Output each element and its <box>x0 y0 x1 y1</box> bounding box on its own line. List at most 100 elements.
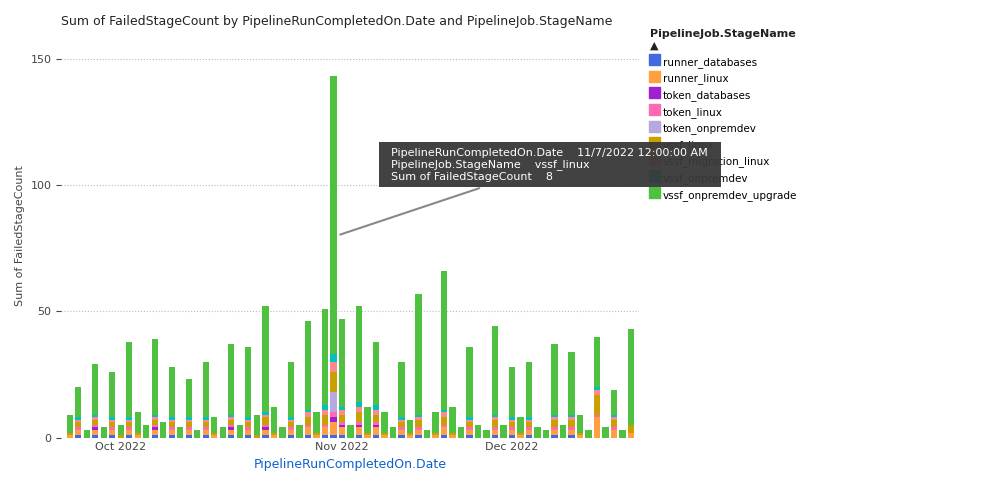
Bar <box>517 417 524 433</box>
Bar <box>449 435 455 437</box>
Bar <box>253 415 260 435</box>
Bar <box>67 433 73 435</box>
Bar <box>169 428 175 430</box>
Bar <box>466 417 472 420</box>
Bar <box>126 430 133 435</box>
Bar <box>169 435 175 437</box>
Text: PipelineRunCompletedOn.Date    11/7/2022 12:00:00 AM  
  PipelineJob.StageName  : PipelineRunCompletedOn.Date 11/7/2022 12… <box>340 148 716 235</box>
Bar <box>212 417 218 433</box>
Bar <box>611 430 617 437</box>
Bar <box>355 422 362 425</box>
Bar <box>355 435 362 437</box>
Bar <box>372 422 379 425</box>
Bar <box>92 430 99 435</box>
Bar <box>304 417 311 425</box>
Bar <box>398 422 404 428</box>
Bar <box>92 415 99 417</box>
Bar <box>406 420 413 433</box>
Bar <box>143 425 150 437</box>
Bar <box>372 405 379 410</box>
Bar <box>152 415 158 417</box>
Bar <box>568 352 575 415</box>
Bar <box>186 420 192 422</box>
Bar <box>330 435 336 437</box>
Bar <box>118 435 124 437</box>
Bar <box>441 271 447 410</box>
Bar <box>279 428 285 437</box>
Bar <box>415 415 421 417</box>
Bar <box>253 435 260 437</box>
Bar <box>372 428 379 435</box>
Bar <box>355 425 362 428</box>
Bar <box>432 412 438 433</box>
Bar <box>152 428 158 430</box>
Bar <box>330 354 336 362</box>
Bar <box>262 430 268 435</box>
Bar <box>611 417 617 420</box>
Bar <box>551 428 558 430</box>
Bar <box>262 425 268 428</box>
Bar <box>415 294 421 415</box>
Bar <box>177 428 184 437</box>
Bar <box>517 435 524 437</box>
Bar <box>338 415 345 422</box>
Bar <box>92 420 99 425</box>
Bar <box>229 420 235 425</box>
Bar <box>466 347 472 417</box>
Bar <box>355 412 362 422</box>
Bar <box>483 430 490 437</box>
Bar <box>415 430 421 435</box>
Bar <box>330 392 336 412</box>
Bar <box>186 422 192 428</box>
Bar <box>75 387 82 417</box>
Bar <box>509 435 515 437</box>
Bar <box>560 425 566 437</box>
Bar <box>203 420 209 422</box>
Bar <box>203 430 209 435</box>
Bar <box>611 390 617 415</box>
Bar <box>492 420 498 428</box>
Bar <box>372 435 379 437</box>
Bar <box>101 428 107 437</box>
Bar <box>270 407 277 433</box>
Bar <box>109 435 116 437</box>
Bar <box>509 430 515 435</box>
Bar <box>152 339 158 415</box>
Bar <box>441 410 447 412</box>
Bar <box>330 372 336 392</box>
Bar <box>432 435 438 437</box>
Bar <box>109 420 116 422</box>
Bar <box>347 425 353 437</box>
Bar <box>526 420 532 422</box>
Text: Sum of FailedStageCount by PipelineRunCompletedOn.Date and PipelineJob.StageName: Sum of FailedStageCount by PipelineRunCo… <box>61 15 613 28</box>
Bar <box>287 428 294 430</box>
Bar <box>551 415 558 417</box>
Bar <box>212 433 218 435</box>
Bar <box>577 415 583 433</box>
Bar <box>287 430 294 435</box>
Bar <box>364 433 370 435</box>
Bar <box>611 415 617 417</box>
Bar <box>92 364 99 415</box>
Bar <box>406 435 413 437</box>
Bar <box>160 422 167 437</box>
Bar <box>568 420 575 428</box>
Bar <box>398 428 404 430</box>
Bar <box>169 367 175 417</box>
Bar <box>509 417 515 420</box>
Bar <box>568 435 575 437</box>
Bar <box>246 420 251 422</box>
Bar <box>424 430 430 437</box>
Bar <box>568 415 575 417</box>
Bar <box>229 428 235 430</box>
Bar <box>92 428 99 430</box>
Bar <box>441 425 447 428</box>
Bar <box>75 430 82 435</box>
Y-axis label: Sum of FailedStageCount: Sum of FailedStageCount <box>15 165 25 306</box>
Bar <box>321 425 328 428</box>
Bar <box>381 435 387 437</box>
Bar <box>152 420 158 425</box>
Bar <box>338 407 345 410</box>
Bar <box>229 417 235 420</box>
Bar <box>441 435 447 437</box>
